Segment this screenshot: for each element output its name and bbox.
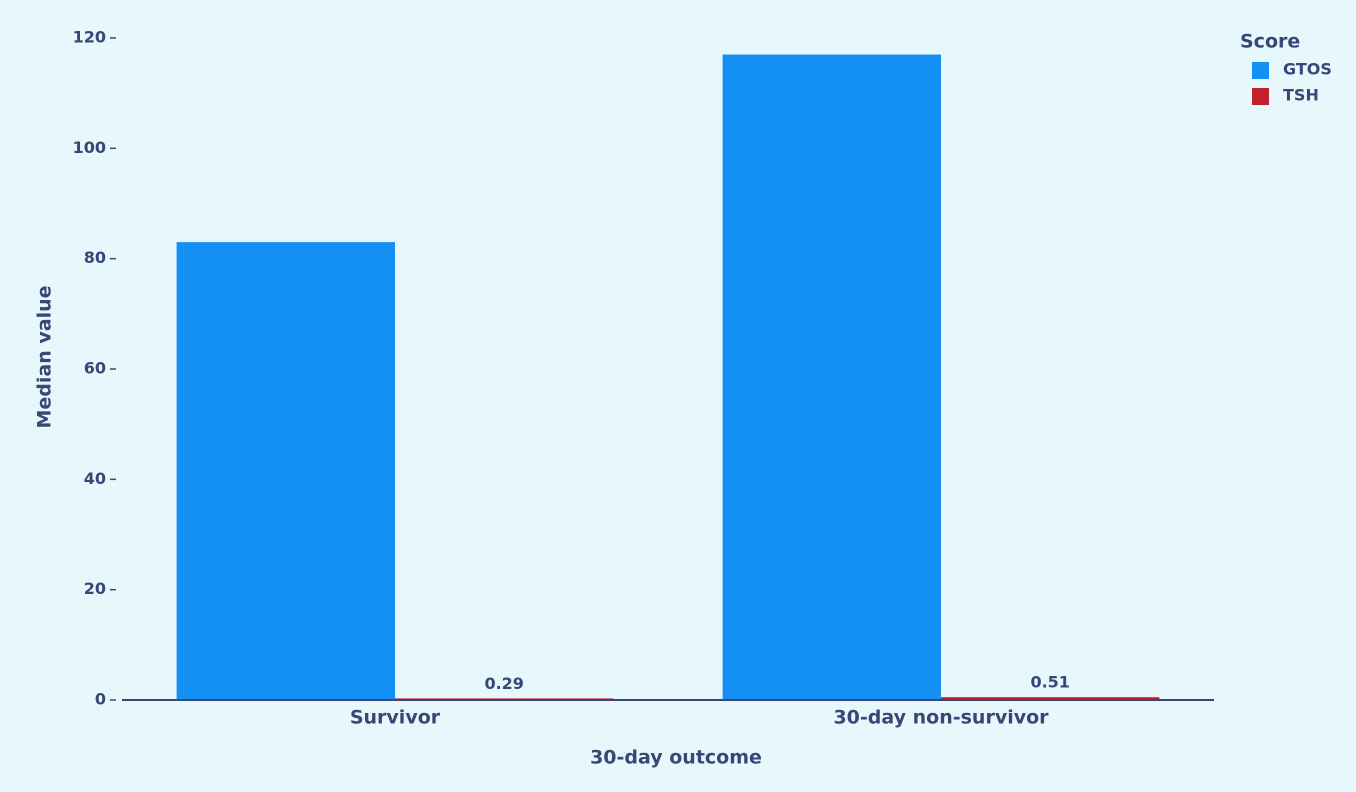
data-label: 0.51	[1030, 673, 1069, 692]
y-tick-label: 120	[73, 28, 106, 47]
y-tick-label: 80	[84, 248, 106, 267]
bar	[941, 697, 1160, 700]
y-tick-label: 40	[84, 469, 106, 488]
legend-label: GTOS	[1283, 60, 1332, 79]
x-tick-label: 30-day non-survivor	[833, 707, 1049, 729]
y-axis-title: Median value	[34, 285, 56, 428]
data-label: 0.29	[484, 674, 523, 693]
y-tick-label: 60	[84, 359, 106, 378]
legend-swatch	[1252, 62, 1269, 79]
x-tick-label: Survivor	[350, 707, 441, 729]
bar	[176, 242, 395, 700]
y-tick-label: 100	[73, 138, 106, 157]
x-axis-title: 30-day outcome	[590, 747, 762, 769]
legend-swatch	[1252, 88, 1269, 105]
y-tick-label: 0	[95, 690, 106, 709]
bar	[722, 54, 941, 701]
legend-title: Score	[1240, 31, 1300, 53]
y-tick-label: 20	[84, 579, 106, 598]
legend-label: TSH	[1283, 86, 1319, 105]
